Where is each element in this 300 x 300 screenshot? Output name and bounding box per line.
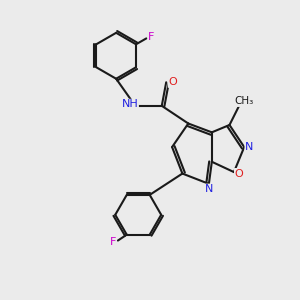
Text: CH₃: CH₃ [235,96,254,106]
Text: NH: NH [122,99,138,110]
Text: N: N [205,184,213,194]
Text: F: F [148,32,154,42]
Text: N: N [245,142,254,152]
Text: O: O [235,169,243,178]
Text: O: O [168,77,177,87]
Text: F: F [110,237,116,247]
